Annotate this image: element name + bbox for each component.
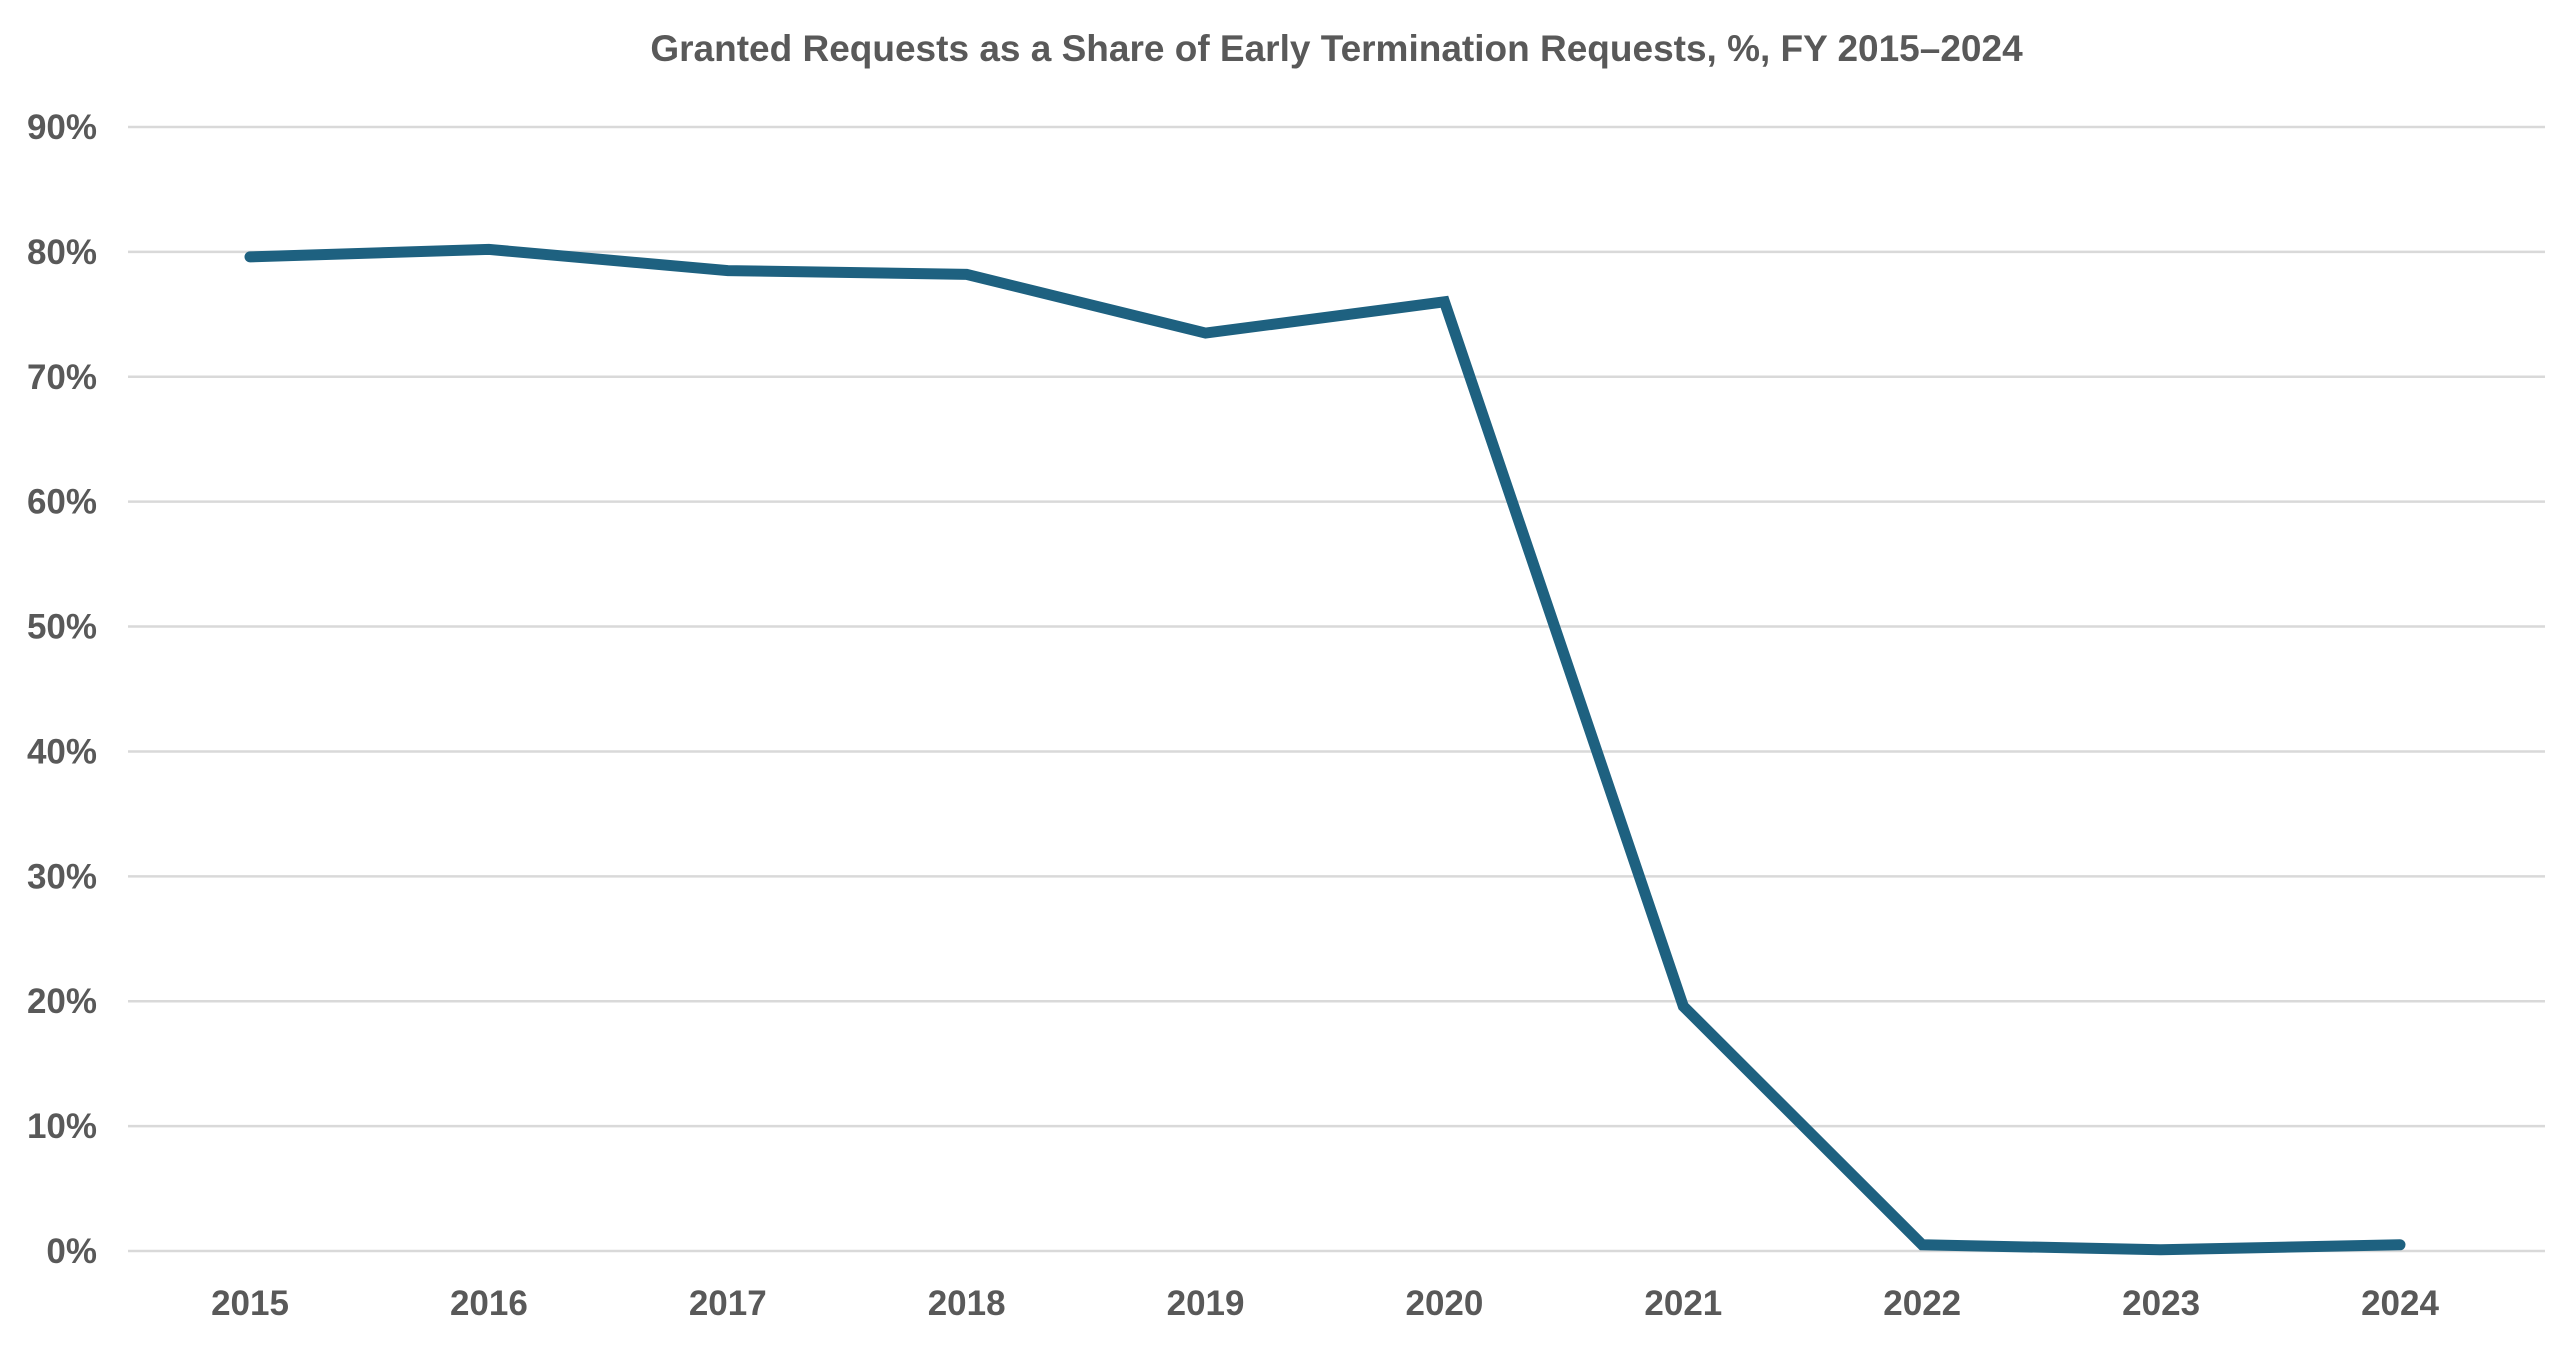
y-tick-label: 50% xyxy=(27,608,97,647)
x-tick-label: 2017 xyxy=(689,1284,767,1323)
x-tick-label: 2015 xyxy=(211,1284,289,1323)
x-tick-label: 2016 xyxy=(450,1284,528,1323)
y-tick-label: 0% xyxy=(46,1232,97,1271)
x-axis-labels: 2015 2016 2017 2018 2019 2020 2021 2022 2023 2024 xyxy=(211,1284,2439,1323)
y-tick-label: 90% xyxy=(27,108,97,147)
y-tick-label: 10% xyxy=(27,1107,97,1146)
x-tick-label: 2024 xyxy=(2361,1284,2439,1323)
x-tick-label: 2018 xyxy=(928,1284,1006,1323)
y-tick-label: 20% xyxy=(27,982,97,1021)
x-tick-label: 2021 xyxy=(1644,1284,1722,1323)
x-tick-label: 2019 xyxy=(1167,1284,1245,1323)
chart-title: Granted Requests as a Share of Early Ter… xyxy=(650,28,2023,69)
data-line-series xyxy=(244,243,2406,1256)
y-tick-label: 70% xyxy=(27,358,97,397)
gridlines xyxy=(128,125,2545,1253)
x-tick-label: 2023 xyxy=(2122,1284,2200,1323)
x-tick-label: 2022 xyxy=(1883,1284,1961,1323)
y-tick-label: 60% xyxy=(27,483,97,522)
y-tick-label: 40% xyxy=(27,732,97,771)
x-tick-label: 2020 xyxy=(1406,1284,1484,1323)
y-axis-labels: 0% 10% 20% 30% 40% 50% 60% 70% 80% 90% xyxy=(27,108,97,1271)
y-tick-label: 80% xyxy=(27,233,97,272)
y-tick-label: 30% xyxy=(27,857,97,896)
